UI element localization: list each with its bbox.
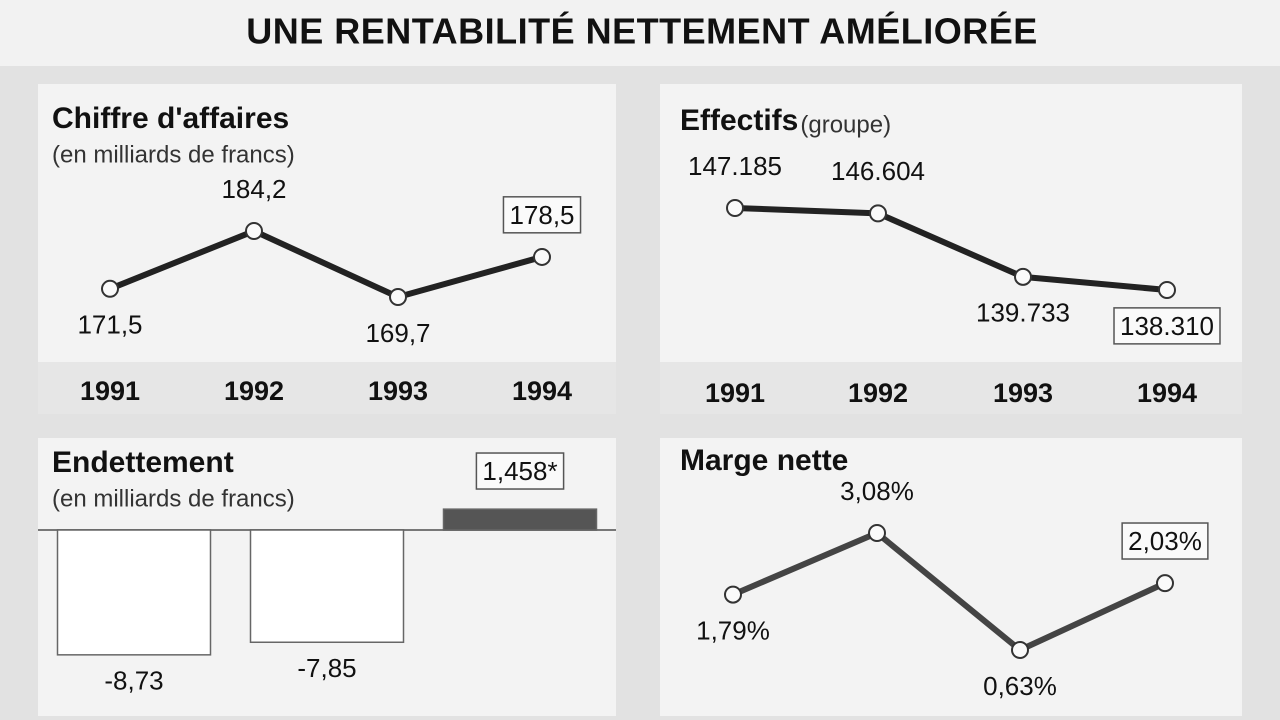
title-band — [0, 0, 1280, 66]
panel-subtitle: (en milliards de francs) — [52, 485, 295, 512]
data-label: 3,08% — [840, 476, 914, 506]
panel-title: Effectifs — [680, 104, 798, 137]
point — [245, 222, 263, 240]
label-box — [1121, 522, 1209, 560]
x-tick-label: 1992 — [848, 378, 908, 408]
data-label: 138.310 — [1120, 311, 1214, 341]
panel — [660, 438, 1242, 716]
line — [108, 228, 543, 300]
data-label: -7,85 — [297, 653, 356, 683]
data-label: 147.185 — [688, 151, 782, 181]
line — [731, 530, 1167, 653]
point — [1011, 641, 1029, 659]
point — [389, 288, 407, 306]
bar — [56, 529, 212, 656]
point — [1156, 574, 1174, 593]
bar — [442, 508, 598, 531]
data-label: 171,5 — [77, 310, 142, 340]
main-title: UNE RENTABILITÉ NETTEMENT AMÉLIORÉE — [246, 11, 1038, 52]
data-label: -8,73 — [104, 666, 163, 696]
panel-title: Chiffre d'affaires — [52, 102, 289, 135]
data-label: 1,79% — [696, 615, 770, 645]
x-tick-label: 1994 — [1137, 378, 1197, 408]
point — [868, 524, 886, 542]
x-tick-label: 1993 — [993, 378, 1053, 408]
data-label: 139.733 — [976, 298, 1070, 328]
data-label: 184,2 — [221, 174, 286, 204]
bar — [249, 529, 405, 644]
line — [734, 205, 1168, 293]
x-tick-label: 1992 — [224, 376, 284, 406]
panel-subtitle: (groupe) — [800, 111, 891, 138]
year-band — [660, 362, 1242, 414]
x-tick-label: 1993 — [368, 376, 428, 406]
x-tick-label: 1991 — [80, 376, 140, 406]
x-tick-label: 1991 — [705, 378, 765, 408]
data-label: 0,63% — [983, 671, 1057, 701]
data-label: 146.604 — [831, 156, 925, 186]
panel-title: Endettement — [52, 446, 234, 479]
year-band — [38, 362, 616, 414]
label-box — [1113, 307, 1221, 345]
label-box — [475, 452, 565, 490]
point — [1158, 281, 1176, 299]
point — [724, 585, 742, 604]
data-label: 178,5 — [509, 200, 574, 230]
panel — [660, 84, 1242, 414]
point — [1014, 267, 1032, 286]
point — [726, 199, 744, 217]
data-label: 2,03% — [1128, 526, 1202, 556]
point — [869, 204, 887, 223]
label-box — [502, 196, 582, 234]
panel — [38, 84, 616, 414]
data-label: 1,458* — [482, 456, 557, 486]
x-tick-label: 1994 — [512, 376, 572, 406]
data-label: 169,7 — [365, 318, 430, 348]
panel-subtitle: (en milliards de francs) — [52, 141, 295, 168]
point — [533, 247, 551, 266]
point — [101, 279, 119, 298]
panel-title: Marge nette — [680, 444, 848, 477]
